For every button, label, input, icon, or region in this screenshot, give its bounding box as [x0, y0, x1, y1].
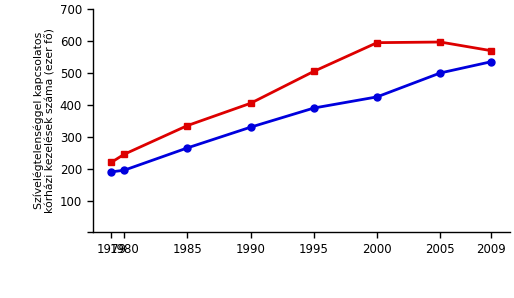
nő: [374, 41, 380, 44]
férfi: [248, 125, 254, 129]
nő: [108, 161, 115, 164]
férfi: [121, 168, 127, 172]
nő: [248, 102, 254, 105]
nő: [185, 124, 191, 127]
nő: [437, 40, 444, 44]
Line: nő: nő: [108, 38, 494, 166]
nő: [488, 49, 494, 52]
férfi: [108, 170, 115, 174]
nő: [121, 153, 127, 156]
férfi: [488, 60, 494, 63]
nő: [311, 69, 317, 73]
Y-axis label: Szívelégtelenséggel kapcsolatos
kórházi kezelések száma (ezer fő): Szívelégtelenséggel kapcsolatos kórházi …: [33, 28, 56, 213]
férfi: [374, 95, 380, 99]
Line: férfi: férfi: [108, 58, 494, 175]
férfi: [185, 146, 191, 150]
férfi: [311, 106, 317, 110]
férfi: [437, 71, 444, 75]
